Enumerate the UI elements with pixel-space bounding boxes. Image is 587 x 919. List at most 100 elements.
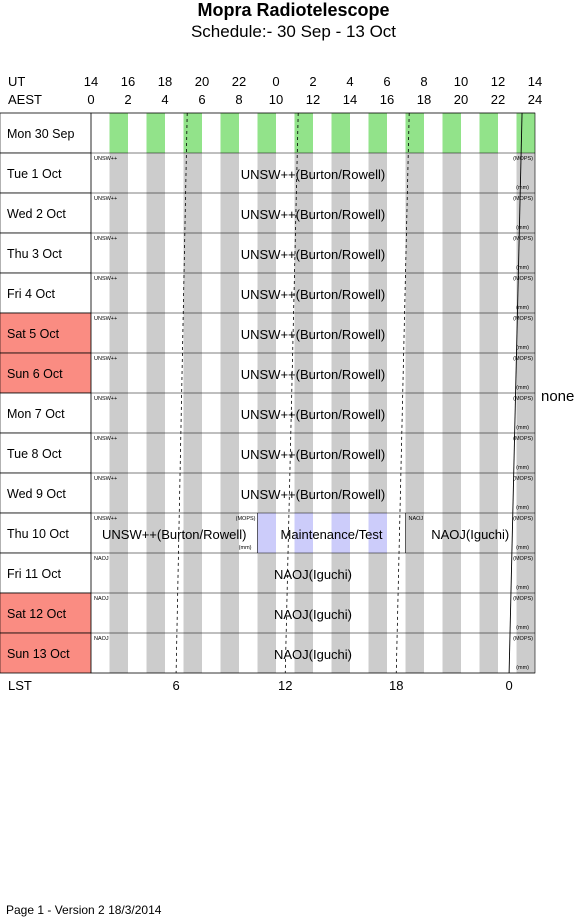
ut-tick: 16 [120, 74, 136, 89]
mm-label: (mm) [516, 305, 529, 311]
lst-tick: 0 [505, 678, 513, 693]
mm-label: (mm) [516, 185, 529, 191]
day-label: Sun 6 Oct [7, 367, 63, 381]
day-label-cell [0, 232, 92, 274]
daylight-stripe [183, 113, 202, 153]
block-name: UNSW++(Burton/Rowell) [241, 487, 386, 502]
mops-label: (MOPS) [513, 556, 533, 562]
block-tag: UNSW++ [94, 396, 117, 402]
day-label-cell [0, 392, 92, 434]
ut-tick: 8 [420, 74, 428, 89]
day-label: Tue 8 Oct [7, 447, 62, 461]
maintenance-stripe [368, 513, 387, 553]
side-note: none [541, 388, 575, 405]
day-label: Fri 11 Oct [7, 567, 61, 581]
block-tag: UNSW++ [94, 236, 117, 242]
day-label: Mon 30 Sep [7, 127, 74, 141]
aest-tick: 18 [416, 92, 432, 107]
day-label: Sat 12 Oct [7, 607, 67, 621]
daylight-stripe [405, 113, 424, 153]
ut-tick: 10 [453, 74, 469, 89]
block-name: NAOJ(Iguchi) [274, 567, 352, 582]
day-label: Thu 10 Oct [7, 527, 69, 541]
block-tag: NAOJ [94, 636, 109, 642]
ut-tick: 22 [231, 74, 247, 89]
block-tag: UNSW++ [94, 356, 117, 362]
aest-tick: 0 [87, 92, 95, 107]
lst-label: LST [8, 678, 32, 693]
block-tag: NAOJ [94, 596, 109, 602]
day-label: Mon 7 Oct [7, 407, 65, 421]
aest-label: AEST [8, 92, 42, 107]
aest-tick: 4 [161, 92, 169, 107]
mops-label: (MOPS) [513, 596, 533, 602]
daylight-stripe [479, 113, 498, 153]
page-title: Mopra Radiotelescope [197, 0, 390, 20]
day-label: Tue 1 Oct [7, 167, 62, 181]
mops-label: (MOPS) [513, 396, 533, 402]
block-name: UNSW++(Burton/Rowell) [241, 287, 386, 302]
block-tag: UNSW++ [94, 476, 117, 482]
day-label-cell [0, 592, 92, 634]
ut-tick: 12 [490, 74, 506, 89]
day-label-cell [0, 632, 92, 674]
aest-tick: 20 [453, 92, 469, 107]
mm-label: (mm) [516, 385, 529, 391]
aest-tick: 2 [124, 92, 132, 107]
mops-label: (MOPS) [513, 236, 533, 242]
lst-tick: 6 [172, 678, 180, 693]
block-name: UNSW++(Burton/Rowell) [241, 167, 386, 182]
day-label-cell [0, 312, 92, 354]
block-name: UNSW++(Burton/Rowell) [241, 327, 386, 342]
day-label-cell [0, 192, 92, 234]
mm-label: (mm) [516, 625, 529, 631]
mops-label: (MOPS) [513, 316, 533, 322]
block-tag: UNSW++ [94, 316, 117, 322]
ut-tick: 18 [157, 74, 173, 89]
maintenance-stripe [257, 513, 276, 553]
daylight-stripe [257, 113, 276, 153]
aest-tick: 10 [268, 92, 284, 107]
daylight-stripe [220, 113, 239, 153]
maintenance-stripe [294, 513, 313, 553]
ut-tick: 0 [272, 74, 280, 89]
mops-label: (MOPS) [236, 516, 256, 522]
maintenance-stripe [331, 513, 350, 553]
mops-label: (MOPS) [513, 196, 533, 202]
aest-tick: 16 [379, 92, 395, 107]
mm-label: (mm) [516, 465, 529, 471]
mm-label: (mm) [516, 585, 529, 591]
mm-label: (mm) [239, 545, 252, 551]
aest-tick: 22 [490, 92, 506, 107]
page-subtitle: Schedule:- 30 Sep - 13 Oct [190, 22, 397, 41]
day-label: Fri 4 Oct [7, 287, 55, 301]
block-tag: UNSW++ [94, 516, 117, 522]
day-label: Sun 13 Oct [7, 647, 70, 661]
mops-label: (MOPS) [513, 636, 533, 642]
block-name: UNSW++(Burton/Rowell) [241, 367, 386, 382]
lst-tick: 12 [278, 678, 293, 693]
aest-tick: 6 [198, 92, 206, 107]
mm-label: (mm) [516, 345, 529, 351]
ut-tick: 2 [309, 74, 317, 89]
lst-zero-line [508, 112, 523, 674]
ut-tick: 14 [527, 74, 543, 89]
lst-tick: 18 [389, 678, 404, 693]
mm-label: (mm) [516, 545, 529, 551]
daylight-stripe [146, 113, 165, 153]
block-name: NAOJ(Iguchi) [274, 607, 352, 622]
block-tag: UNSW++ [94, 156, 117, 162]
block-tag: UNSW++ [94, 196, 117, 202]
mops-label: (MOPS) [513, 276, 533, 282]
daylight-stripe [109, 113, 128, 153]
block-name: NAOJ(Iguchi) [274, 647, 352, 662]
daylight-stripe [331, 113, 350, 153]
block-name: UNSW++(Burton/Rowell) [241, 407, 386, 422]
block-tag: UNSW++ [94, 276, 117, 282]
block-tag: UNSW++ [94, 436, 117, 442]
mops-label: (MOPS) [513, 516, 533, 522]
mm-label: (mm) [516, 425, 529, 431]
block-name: UNSW++(Burton/Rowell) [241, 207, 386, 222]
mops-label: (MOPS) [513, 436, 533, 442]
